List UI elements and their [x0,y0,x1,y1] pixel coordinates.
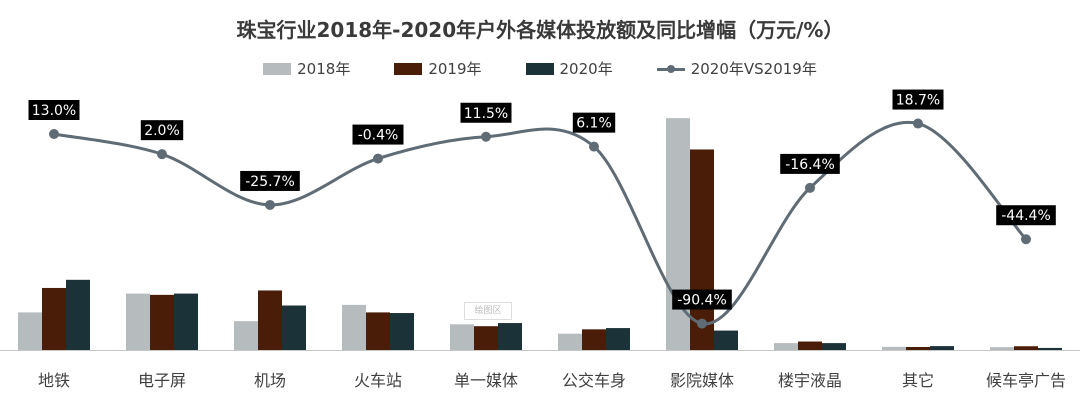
data-label-box-公交车身 [572,112,616,133]
data-label-box-候车亭广告 [996,205,1056,226]
bar-2020年-影院媒体 [714,330,738,350]
legend-item-2018: 2018年 [263,58,350,79]
data-label-其它: 18.7% [896,93,940,109]
line-point-其它 [913,118,923,129]
x-tick-label-其它: 其它 [902,371,934,390]
data-label-box-楼宇液晶 [780,153,840,174]
bar-2018年-公交车身 [558,333,582,350]
bar-2020年-地铁 [66,279,90,350]
bar-2018年-其它 [882,346,906,350]
x-tick-label-单一媒体: 单一媒体 [454,371,518,390]
legend: 2018年 2019年 2020年 2020年VS2019年 [0,58,1080,79]
line-point-地铁 [49,129,59,139]
data-label-楼宇液晶: -16.4% [785,157,835,173]
data-label-box-火车站 [352,124,404,145]
x-tick-label-楼宇液晶: 楼宇液晶 [778,371,842,390]
bar-2018年-影院媒体 [666,118,690,350]
data-label-电子屏: 2.0% [144,123,180,139]
bar-2020年-火车站 [390,313,414,350]
bar-2020年-单一媒体 [498,323,522,350]
x-tick-label-机场: 机场 [254,371,286,390]
bar-2020年-电子屏 [174,293,198,350]
legend-swatch-2020 [525,62,554,75]
legend-item-2019: 2019年 [394,58,482,79]
bar-2019年-单一媒体 [474,326,498,350]
bar-2019年-地铁 [42,287,66,350]
plot-area-watermark: 绘图区 [464,302,512,320]
bar-2020年-楼宇液晶 [822,343,846,350]
bar-2018年-楼宇液晶 [774,343,798,350]
line-point-候车亭广告 [1021,234,1031,245]
bar-2019年-电子屏 [150,294,174,350]
legend-swatch-2018 [263,62,292,75]
line-point-楼宇液晶 [805,182,815,193]
line-point-电子屏 [157,149,167,160]
x-tick-label-地铁: 地铁 [38,371,70,390]
legend-label-yoy: 2020年VS2019年 [690,60,817,78]
bar-2019年-楼宇液晶 [798,341,822,350]
data-label-box-电子屏 [140,120,184,141]
data-label-box-单一媒体 [460,102,512,123]
data-label-公交车身: 6.1% [576,116,612,132]
bar-2018年-火车站 [342,304,366,350]
data-label-候车亭广告: -44.4% [1001,208,1051,224]
x-tick-label-候车亭广告: 候车亭广告 [986,371,1066,390]
x-tick-label-电子屏: 电子屏 [138,371,186,390]
legend-swatch-2019 [394,62,423,75]
legend-line-marker [656,63,685,75]
legend-label-2018: 2018年 [297,60,351,78]
data-label-box-地铁 [28,100,80,120]
line-point-机场 [265,199,275,210]
bar-2018年-电子屏 [126,293,150,350]
data-label-火车站: -0.4% [358,128,399,144]
data-label-机场: -25.7% [245,174,295,190]
x-tick-label-影院媒体: 影院媒体 [670,371,734,390]
bar-2019年-公交车身 [582,329,606,350]
bar-2020年-公交车身 [606,328,630,350]
bar-2020年-候车亭广告 [1038,347,1062,350]
data-label-box-影院媒体 [672,289,732,310]
legend-label-2020: 2020年 [559,60,613,78]
bar-2019年-机场 [258,290,282,350]
line-point-影院媒体 [697,318,707,329]
bar-2018年-机场 [234,321,258,350]
bar-2020年-机场 [282,305,306,350]
bar-2019年-火车站 [366,312,390,350]
data-label-box-其它 [892,89,944,110]
x-tick-label-公交车身: 公交车身 [562,371,626,390]
bar-2020年-其它 [930,346,954,350]
legend-label-2019: 2019年 [428,60,482,78]
bar-2018年-地铁 [18,312,42,350]
bar-2019年-其它 [906,346,930,350]
bar-2018年-候车亭广告 [990,347,1014,350]
line-series-2020-vs-2019 [53,120,1028,326]
data-label-影院媒体: -90.4% [677,293,727,309]
line-point-公交车身 [589,141,599,152]
line-point-单一媒体 [481,131,491,142]
data-label-box-机场 [240,170,300,191]
chart-title: 珠宝行业2018年-2020年户外各媒体投放额及同比增幅（万元/%） [236,18,844,42]
bar-2019年-影院媒体 [690,149,714,350]
data-label-单一媒体: 11.5% [464,106,508,122]
legend-item-2020: 2020年 [525,58,613,79]
data-label-地铁: 13.0% [32,103,76,119]
x-tick-label-火车站: 火车站 [354,371,402,390]
legend-item-yoy: 2020年VS2019年 [656,58,817,79]
bar-2018年-单一媒体 [450,324,474,350]
line-point-火车站 [373,153,383,164]
bar-2019年-候车亭广告 [1014,346,1038,350]
